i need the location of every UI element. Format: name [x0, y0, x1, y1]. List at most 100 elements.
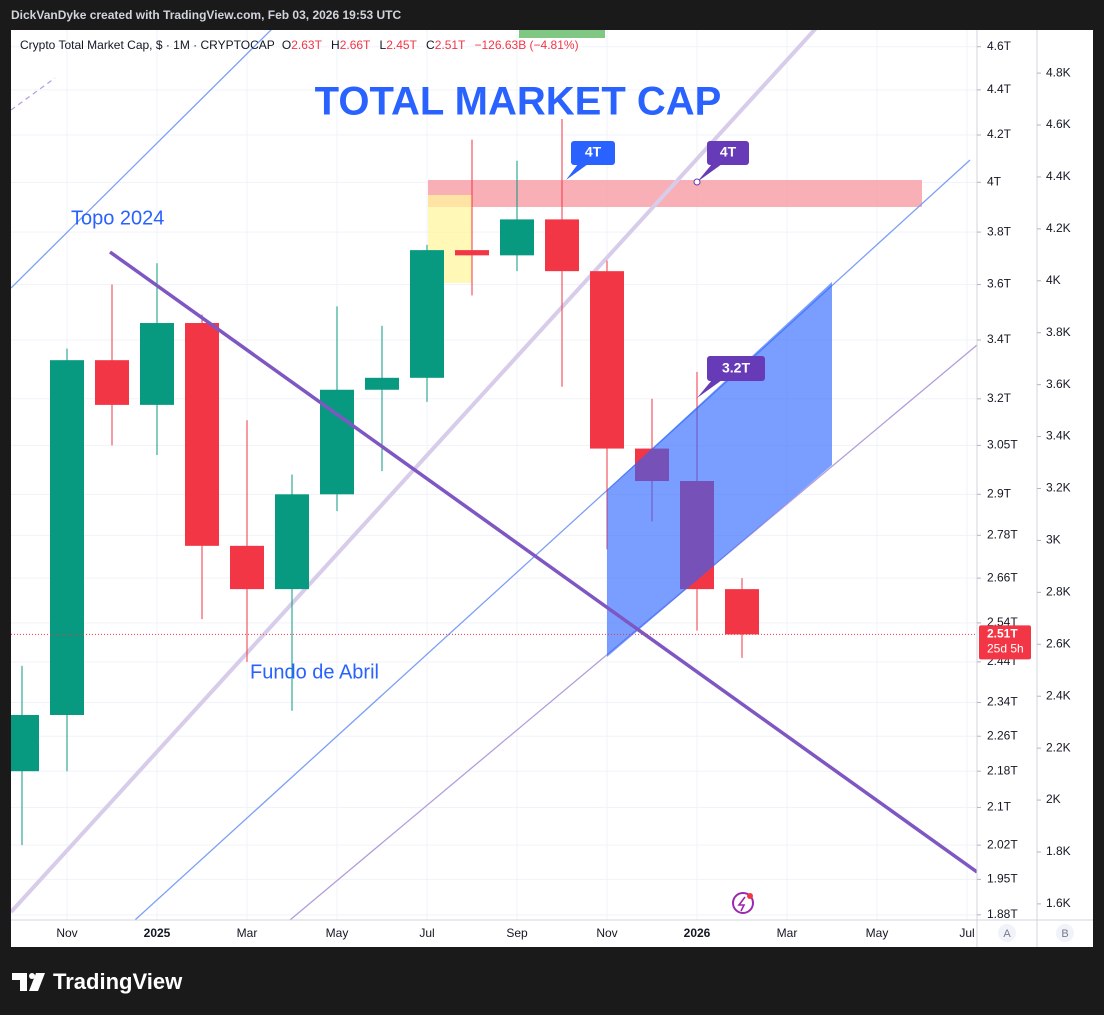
x-tick-label: Nov — [56, 926, 77, 940]
event-icon-bolt — [737, 896, 746, 912]
x-tick-label: Jul — [419, 926, 434, 940]
callout-text: 4T — [585, 144, 602, 160]
callout-pointer — [697, 164, 722, 182]
y-tick-label: 2.1T — [987, 800, 1012, 814]
scale-button[interactable] — [1056, 924, 1074, 942]
callout-pointer — [566, 164, 588, 180]
callout-text: 4T — [720, 144, 737, 160]
y-tick-label: 2.34T — [987, 695, 1018, 709]
candle-body — [11, 714, 39, 772]
logo-mark — [29, 973, 45, 991]
y2-tick-label: 1.6K — [1046, 896, 1071, 910]
annotation: Topo 2024 — [71, 207, 164, 229]
scale-button-label[interactable]: B — [1061, 928, 1068, 940]
logo-mark — [29, 973, 35, 979]
candle-body — [545, 219, 579, 272]
scale-button-label[interactable]: A — [1003, 928, 1011, 940]
y2-tick-label: 4.6K — [1046, 117, 1071, 131]
chart-background — [11, 30, 1093, 947]
candle-body — [455, 250, 489, 256]
overlays: 4T 4T 3.2T TOTAL MARKET CAP Topo 2024 Fu… — [71, 80, 977, 914]
y-tick-label: 1.88T — [987, 907, 1018, 921]
x-tick-label: Mar — [777, 926, 798, 940]
legend-key: L — [380, 38, 387, 52]
x-tick-label: 2026 — [684, 926, 711, 940]
legend-key: C — [426, 38, 435, 52]
y-tick-label: 3.4T — [987, 332, 1012, 346]
candles — [11, 118, 759, 846]
y-tick-label: 4T — [987, 174, 1002, 188]
y2-tick-label: 2.4K — [1046, 688, 1071, 702]
y2-tick-label: 4K — [1046, 273, 1061, 287]
candle-body — [500, 219, 534, 256]
candle-body — [185, 323, 219, 546]
y-tick-label: 2.66T — [987, 570, 1018, 584]
y-tick-label: 4.4T — [987, 82, 1012, 96]
y2-tick-label: 3.6K — [1046, 377, 1071, 391]
y2-tick-label: 1.8K — [1046, 844, 1071, 858]
legend-key: H — [331, 38, 340, 52]
y2-tick-label: 3.8K — [1046, 325, 1071, 339]
candle-body — [95, 360, 129, 405]
event-icon-dot — [747, 893, 753, 899]
legend-value: 2.45T — [386, 38, 417, 52]
candle-body — [230, 545, 264, 590]
candle-body — [365, 377, 399, 390]
y2-tick-label: 4.2K — [1046, 221, 1071, 235]
callout-box — [707, 356, 765, 381]
y2-tick-label: 4.8K — [1046, 65, 1071, 79]
y-tick-label: 3.05T — [987, 438, 1018, 452]
y2-tick-label: 2.2K — [1046, 740, 1071, 754]
candle-body — [275, 494, 309, 590]
y2-tick-label: 2.6K — [1046, 636, 1071, 650]
scale-button[interactable] — [998, 924, 1016, 942]
attribution: DickVanDyke created with TradingView.com… — [11, 8, 401, 22]
y-tick-label: 2.78T — [987, 527, 1018, 541]
channel-projection — [607, 282, 832, 657]
y-tick-label: 2.9T — [987, 486, 1012, 500]
x-tick-label: Nov — [596, 926, 617, 940]
y-tick-label: 3.2T — [987, 391, 1012, 405]
dashed-line — [11, 77, 56, 111]
channel-line — [11, 30, 272, 289]
y2-tick-label: 3.4K — [1046, 429, 1071, 443]
y2-tick-label: 2K — [1046, 792, 1061, 806]
y-tick-label: 4.2T — [987, 127, 1012, 141]
x-tick-label: May — [866, 926, 889, 940]
brand-logo: TradingView — [12, 969, 183, 994]
x-tick-label: 2025 — [144, 926, 171, 940]
candle-body — [410, 250, 444, 378]
x-tick-label: May — [326, 926, 349, 940]
x-tick-label: Sep — [506, 926, 528, 940]
legend-symbol: Crypto Total Market Cap, $ · 1M · CRYPTO… — [20, 38, 275, 52]
legend: Crypto Total Market Cap, $ · 1M · CRYPTO… — [20, 38, 579, 52]
callout-text: 3.2T — [722, 360, 750, 376]
x-tick-label: Mar — [237, 926, 258, 940]
legend-key: O — [282, 38, 291, 52]
annotation: Fundo de Abril — [250, 661, 379, 683]
legend-change: −126.63B (−4.81%) — [475, 38, 579, 52]
callout-box — [571, 141, 615, 165]
brand-name: TradingView — [53, 969, 183, 994]
y2-tick-label: 2.8K — [1046, 585, 1071, 599]
callout-anchor — [693, 178, 701, 186]
callout-pointer — [697, 380, 722, 398]
legend-value: 2.63T — [291, 38, 322, 52]
y-tick-label: 3.6T — [987, 277, 1012, 291]
y2-tick-label: 3K — [1046, 533, 1061, 547]
green-zone — [519, 30, 605, 38]
candle-body — [590, 271, 624, 449]
y-tick-label: 4.6T — [987, 39, 1012, 53]
y-tick-label: 2.02T — [987, 837, 1018, 851]
y-tick-label: 2.18T — [987, 763, 1018, 777]
trend-line — [108, 250, 977, 874]
x-tick-label: Jul — [959, 926, 974, 940]
legend-value: 2.51T — [435, 38, 466, 52]
candle-body — [140, 323, 174, 405]
legend-value: 2.66T — [340, 38, 371, 52]
last-price-label: 2.51T — [987, 627, 1018, 641]
event-icon[interactable] — [732, 892, 754, 914]
candle-body — [725, 589, 759, 635]
